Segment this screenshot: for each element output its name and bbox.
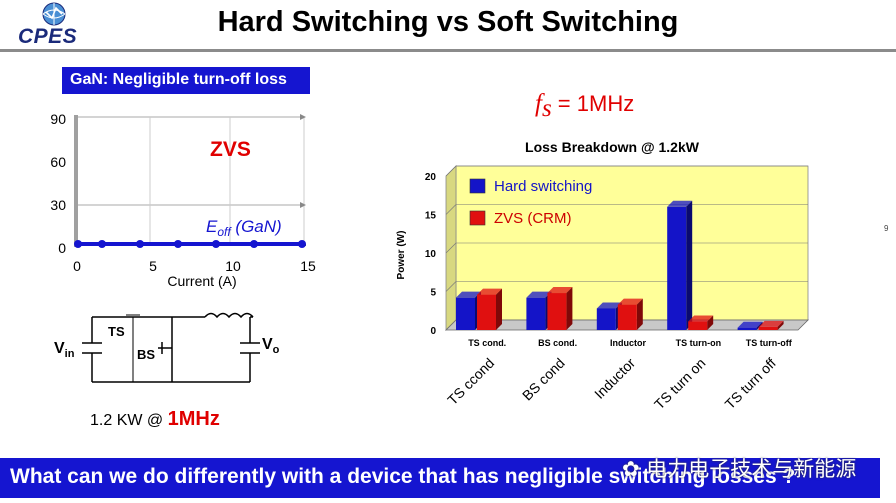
rotated-category-label: TS ccond <box>444 355 497 408</box>
bar-top <box>526 291 552 298</box>
rotated-category-label: TS turn on <box>651 355 709 413</box>
bar-side <box>636 298 643 330</box>
cpes-logo: CPES <box>8 2 88 48</box>
globe-icon <box>42 2 66 26</box>
x-tick: 5 <box>149 258 157 274</box>
y-axis <box>74 115 78 247</box>
legend-label: ZVS (CRM) <box>494 210 572 227</box>
gridline-side <box>445 242 457 254</box>
eoff-label: Eoff (GaN) <box>206 217 282 239</box>
bar-side <box>686 200 693 330</box>
category-label: BS cond. <box>538 338 577 348</box>
x-tick: 0 <box>73 258 81 274</box>
gridline-side <box>445 165 457 177</box>
boost-circuit-diagram: Vin Vo TS BS <box>54 312 280 383</box>
bar-top <box>617 298 643 305</box>
bar <box>667 206 687 330</box>
loss-breakdown-chart: Loss Breakdown @ 1.2kW Power (W) 0 5 10 15 2… <box>396 139 809 413</box>
chart-title: Loss Breakdown @ 1.2kW <box>525 139 700 155</box>
y-tick: 90 <box>50 111 66 127</box>
x-axis-label: Current (A) <box>167 273 236 289</box>
y-tick: 0 <box>58 240 66 256</box>
bs-label: BS <box>137 347 155 362</box>
category-label: TS turn-off <box>746 338 793 348</box>
page-number: 9 <box>884 224 889 233</box>
bar <box>526 297 546 330</box>
x-tick: 10 <box>225 258 241 274</box>
question-banner: What can we do differently with a device… <box>0 458 880 498</box>
eoff-plot: 90 60 30 0 0 5 10 15 Current (A) ZVS Eof… <box>50 111 316 289</box>
switching-frequency: fs = 1MHz <box>535 90 635 123</box>
category-label: TS cond. <box>468 338 506 348</box>
slide-title: Hard Switching vs Soft Switching <box>217 6 679 38</box>
bar-side <box>566 287 573 330</box>
power-frequency-note: 1.2 KW @ 1MHz <box>90 408 220 430</box>
bar-top <box>477 288 502 295</box>
y-tick-label: 10 <box>425 249 437 260</box>
title-divider <box>0 49 896 52</box>
bar <box>737 327 757 330</box>
legend-label: Hard switching <box>494 178 592 195</box>
category-label: Inductor <box>610 338 646 348</box>
ts-label: TS <box>108 324 125 339</box>
y-tick: 30 <box>50 197 66 213</box>
bar <box>617 304 637 330</box>
rotated-category-label: Inductor <box>591 355 638 402</box>
wechat-icon: ✿ <box>622 457 647 481</box>
bar-top <box>667 200 693 207</box>
gridline-side <box>445 319 457 331</box>
legend-swatch <box>469 178 486 194</box>
vo-label: Vo <box>262 336 280 356</box>
bar-side <box>496 288 502 330</box>
eoff-markers <box>74 240 306 248</box>
bar-top <box>737 321 763 328</box>
bar <box>758 326 778 330</box>
y-tick-label: 5 <box>430 288 436 299</box>
bar <box>547 293 567 330</box>
bar <box>688 321 708 330</box>
bar-side <box>707 315 714 330</box>
y-tick-label: 0 <box>430 326 436 337</box>
rotated-category-label: BS cond <box>519 355 568 404</box>
bar-side <box>777 320 784 330</box>
legend-swatch <box>469 210 486 226</box>
bar <box>596 308 616 330</box>
y-tick-label: 20 <box>425 172 437 183</box>
rotated-category-label: TS turn off <box>722 355 779 412</box>
y-tick: 60 <box>50 154 66 170</box>
bar-top <box>456 291 481 298</box>
gridline-side <box>445 204 457 215</box>
bar-top <box>547 287 573 294</box>
y-tick-label: 15 <box>425 211 437 222</box>
category-label: TS turn-on <box>676 338 722 348</box>
gridline-side <box>445 281 457 292</box>
logo-text: CPES <box>18 25 78 48</box>
bar-top <box>688 315 714 322</box>
zvs-label: ZVS <box>210 138 251 161</box>
vin-label: Vin <box>54 340 75 360</box>
x-tick: 15 <box>300 258 316 274</box>
bar <box>477 294 496 330</box>
wechat-watermark: ✿ 电力电子技术与新能源 <box>622 457 857 481</box>
bar-top <box>758 320 784 327</box>
y-axis-label: Power (W) <box>396 231 407 280</box>
gan-label: GaN: Negligible turn-off loss <box>62 67 310 94</box>
bar <box>456 297 475 330</box>
inductor-symbol <box>204 312 254 319</box>
bar-side <box>756 321 763 330</box>
bar-top <box>596 302 622 309</box>
